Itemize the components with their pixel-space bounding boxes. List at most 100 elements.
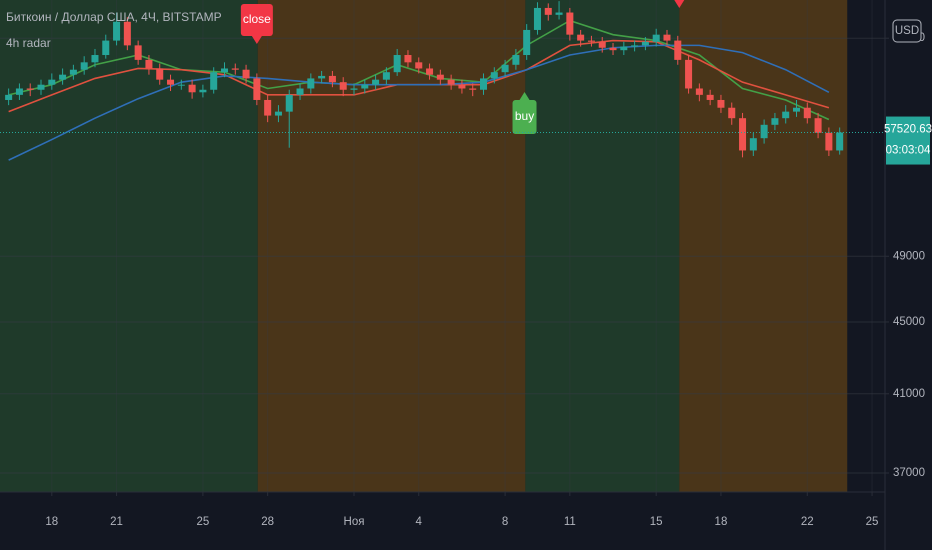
candle-body	[631, 45, 639, 47]
candle-body	[102, 40, 110, 56]
candle-body	[242, 69, 250, 79]
candle-body	[426, 68, 434, 75]
candle	[814, 112, 822, 139]
candle-body	[469, 88, 477, 90]
candle-body	[836, 132, 844, 151]
x-tick-label: 21	[110, 516, 123, 528]
signal-zone	[525, 0, 680, 492]
candle-body	[598, 41, 606, 48]
candle-body	[717, 99, 725, 108]
candle-body	[501, 64, 509, 73]
candle-body	[167, 79, 175, 85]
candle	[598, 37, 606, 53]
candle-body	[350, 88, 358, 90]
signal-arrow	[519, 92, 530, 100]
candle-body	[188, 84, 196, 93]
candle-body	[123, 21, 131, 46]
x-tick-label: 4	[416, 516, 423, 528]
candle-body	[177, 84, 185, 86]
candle	[426, 63, 434, 80]
candle-body	[577, 34, 585, 41]
candle-body	[404, 55, 412, 63]
y-tick-label: 37000	[893, 467, 925, 479]
candle-body	[490, 72, 498, 79]
candle	[566, 7, 574, 41]
candle	[220, 62, 228, 78]
candle-body	[663, 34, 671, 41]
candle-body	[695, 88, 703, 95]
currency-badge[interactable]	[892, 19, 922, 43]
candle	[69, 64, 77, 80]
signal-label-box	[512, 100, 537, 134]
candle-body	[771, 118, 779, 125]
countdown-label: 03:03:04	[886, 145, 931, 157]
candle-body	[415, 62, 423, 69]
candle-body	[210, 72, 218, 90]
candle-body	[59, 74, 67, 80]
candle	[134, 40, 142, 65]
candle-body	[749, 138, 757, 151]
candle-body	[447, 79, 455, 85]
candle	[685, 55, 693, 94]
candle-body	[296, 88, 304, 95]
candle-body	[26, 88, 34, 90]
candle	[372, 74, 380, 90]
candle-body	[782, 111, 790, 119]
candle	[458, 79, 466, 94]
candle	[361, 79, 369, 94]
signal-zone	[679, 0, 848, 492]
candle-body	[48, 79, 56, 85]
candle	[490, 67, 498, 84]
candle	[382, 67, 390, 85]
candle-body	[706, 94, 714, 100]
candle	[674, 35, 682, 65]
candle	[641, 37, 649, 51]
last-price-label: 57520.63	[884, 124, 932, 136]
candle-body	[685, 59, 693, 89]
candle	[555, 1, 563, 20]
candle-body	[523, 29, 531, 56]
x-tick-label: 18	[45, 516, 58, 528]
candle-body	[253, 78, 261, 100]
candle	[447, 74, 455, 90]
candle-body	[728, 107, 736, 119]
candle	[717, 94, 725, 113]
candle-body	[156, 68, 164, 80]
x-tick-label: 15	[650, 516, 663, 528]
candle	[749, 132, 757, 156]
candle	[631, 40, 639, 52]
candle	[706, 89, 714, 106]
signal-text: buy	[515, 109, 534, 123]
candle	[350, 83, 358, 95]
chart-title: Биткоин / Доллар США, 4Ч, BITSTAMP	[6, 10, 222, 24]
candle	[523, 24, 531, 60]
candle-body	[609, 47, 617, 51]
candle	[836, 127, 844, 155]
x-tick-label: Ноя	[344, 516, 365, 528]
x-tick-label: 28	[261, 516, 274, 528]
chart-subtitle: 4h radar	[6, 36, 51, 50]
candle-body	[792, 107, 801, 112]
candle	[771, 112, 779, 131]
candle-body	[339, 82, 347, 90]
candle	[695, 83, 703, 102]
x-tick-label: 11	[564, 516, 576, 528]
candle	[91, 48, 99, 68]
candle	[739, 112, 747, 158]
candle	[533, 2, 541, 35]
x-tick-label: 18	[715, 516, 728, 528]
candle	[501, 59, 509, 78]
candle-body	[69, 69, 77, 75]
candle	[415, 57, 423, 74]
candle	[318, 70, 326, 84]
candle	[177, 79, 185, 90]
candle	[15, 83, 23, 100]
candle-body	[393, 55, 401, 73]
candle	[210, 67, 218, 94]
candle	[480, 73, 488, 95]
candle-body	[480, 78, 488, 90]
x-tick-label: 25	[866, 516, 879, 528]
signal-arrow	[674, 0, 685, 8]
candle	[577, 29, 585, 47]
candle-body	[285, 94, 293, 112]
